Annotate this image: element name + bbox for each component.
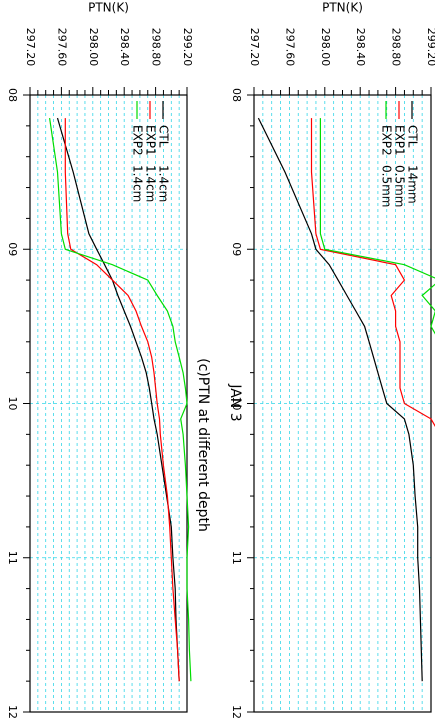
y-tick-label: 298.40 xyxy=(118,28,131,67)
legend-depth-exp1: 0.5mm xyxy=(393,165,407,207)
x-tick-label: 08 xyxy=(6,88,19,102)
y-tick-label: 297.20 xyxy=(248,28,261,67)
legend-entry-exp2: EXP2 xyxy=(131,125,145,156)
legend-entry-ctl: CTL xyxy=(406,125,420,148)
chart-panel-upper: 297.20 297.60 298.00 298.40 298.80 299.20 PTN(… xyxy=(230,1,435,719)
chart-panel-lower: 297.20 297.60 298.00 298.40 298.80 299.20 PTN(… xyxy=(6,1,194,720)
series-line-ctl xyxy=(56,117,180,682)
y-tick-label: 298.80 xyxy=(390,28,403,67)
x-tick-label: 10 xyxy=(6,397,19,411)
legend-entry-ctl: CTL xyxy=(157,125,171,148)
grid-lines xyxy=(30,95,187,712)
x-tick-label: 09 xyxy=(230,242,243,256)
y-tick-label: 298.40 xyxy=(354,28,367,67)
legend-depth-ctl: 1.4cm xyxy=(157,165,171,202)
series-line-exp2 xyxy=(319,118,435,335)
legend-entry-exp1: EXP1 xyxy=(393,125,407,156)
y-tick-label: 298.80 xyxy=(150,28,163,67)
x-tick-label: 08 xyxy=(230,88,243,102)
x-tick-label: 10 xyxy=(230,397,243,411)
date-label: JAN 3 xyxy=(227,383,243,421)
legend-depth-exp2: 1.4cm xyxy=(131,165,145,202)
y-tick-label: 297.20 xyxy=(24,28,37,67)
series-line-exp2 xyxy=(49,118,192,682)
x-tick-label: 12 xyxy=(230,705,243,719)
y-tick-label: 299.20 xyxy=(181,28,194,67)
y-tick-label: 298.00 xyxy=(319,28,332,67)
y-tick-label: 299.20 xyxy=(425,28,435,67)
y-tick-label: 298.00 xyxy=(87,28,100,67)
x-tick-label: 12 xyxy=(6,705,19,719)
figure-caption: (c)PTN at different depth xyxy=(195,358,211,532)
y-tick-label: 297.60 xyxy=(283,28,296,67)
legend-depth-exp1: 1.4cm xyxy=(144,165,158,202)
series-line-exp1 xyxy=(64,118,180,682)
legend-depth-ctl: 14mm xyxy=(406,165,420,204)
y-axis-label: PTN(K) xyxy=(88,1,129,15)
y-tick-label: 297.60 xyxy=(55,28,68,67)
series-line-ctl xyxy=(257,117,423,682)
series-line-exp1 xyxy=(310,118,435,428)
legend-entry-exp1: EXP1 xyxy=(144,125,158,156)
y-axis-label: PTN(K) xyxy=(322,1,363,15)
x-tick-label: 11 xyxy=(230,551,243,565)
x-tick-label: 09 xyxy=(6,242,19,256)
x-tick-label: 11 xyxy=(6,551,19,565)
legend-depth-exp2: 0.5mm xyxy=(380,165,394,207)
legend-entry-exp2: EXP2 xyxy=(380,125,394,156)
